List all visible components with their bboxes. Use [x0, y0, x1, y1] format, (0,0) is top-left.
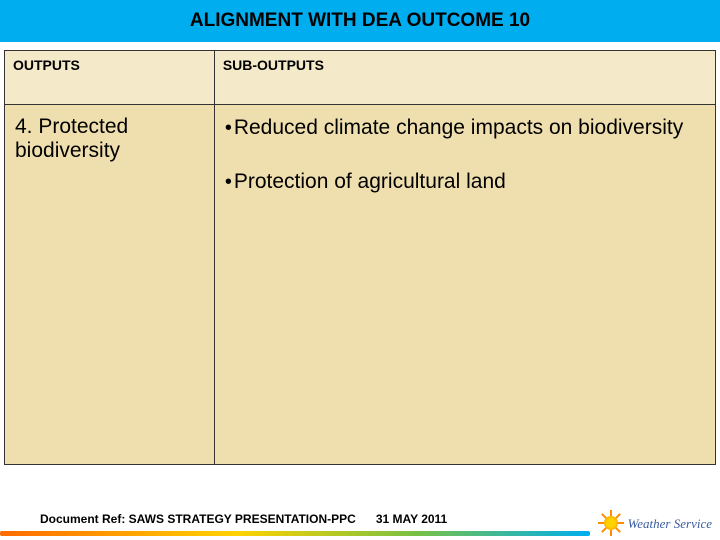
bullet-icon: • — [225, 169, 232, 195]
table: OUTPUTS SUB-OUTPUTS 4. Protected biodive… — [4, 50, 716, 465]
logo-text: Weather Service — [628, 517, 712, 530]
footer-date: 31 MAY 2011 — [376, 512, 447, 526]
footer-stripe — [0, 531, 590, 536]
bullet-text-1: Protection of agricultural land — [234, 169, 506, 195]
footer-text: Document Ref: SAWS STRATEGY PRESENTATION… — [40, 512, 447, 526]
footer-logo: Weather Service — [598, 510, 712, 536]
table-row: 4. Protected biodiversity • Reduced clim… — [5, 105, 716, 465]
header-suboutputs-cell: SUB-OUTPUTS — [214, 51, 715, 105]
footer: Document Ref: SAWS STRATEGY PRESENTATION… — [0, 504, 720, 540]
table-header-row: OUTPUTS SUB-OUTPUTS — [5, 51, 716, 105]
outputs-cell: 4. Protected biodiversity — [5, 105, 215, 465]
page-title: ALIGNMENT WITH DEA OUTCOME 10 — [190, 10, 530, 32]
header-suboutputs-label: SUB-OUTPUTS — [223, 57, 707, 73]
footer-doc-ref: Document Ref: SAWS STRATEGY PRESENTATION… — [40, 512, 356, 526]
bullet-icon: • — [225, 115, 232, 141]
bullet-item: • Reduced climate change impacts on biod… — [225, 115, 705, 141]
header-outputs-label: OUTPUTS — [13, 57, 206, 73]
header-outputs-cell: OUTPUTS — [5, 51, 215, 105]
suboutputs-cell: • Reduced climate change impacts on biod… — [214, 105, 715, 465]
title-bar: ALIGNMENT WITH DEA OUTCOME 10 — [0, 0, 720, 42]
sun-icon — [598, 510, 624, 536]
bullet-text-0: Reduced climate change impacts on biodiv… — [234, 115, 683, 141]
bullet-item: • Protection of agricultural land — [225, 169, 705, 195]
alignment-table: OUTPUTS SUB-OUTPUTS 4. Protected biodive… — [4, 50, 716, 465]
output-value: 4. Protected biodiversity — [15, 115, 204, 163]
